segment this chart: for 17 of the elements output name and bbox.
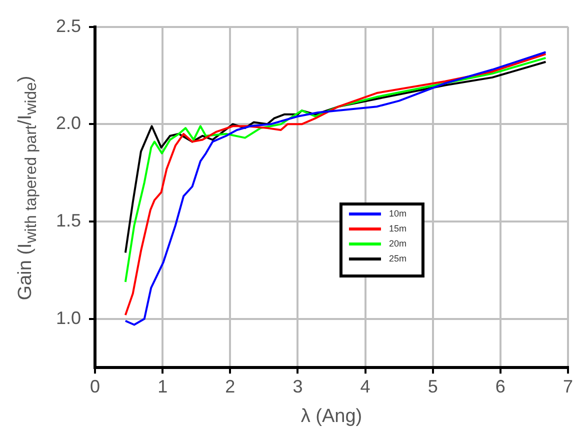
x-tick-label: 5 [428,376,438,396]
x-tick-label: 1 [158,376,168,396]
y-tick-label: 1.0 [56,308,82,328]
x-tick-label: 7 [562,376,574,396]
legend-label: 15m [388,224,406,234]
x-tick-label: 0 [90,376,100,396]
x-tick-label: 6 [495,376,506,396]
legend-label: 25m [388,254,406,264]
y-tick-label: 2.0 [56,113,82,134]
x-tick-label: 4 [360,376,370,396]
legend-label: 10m [388,208,406,218]
y-tick-label: 1.5 [56,210,82,231]
x-axis-title: λ (Ang) [300,406,362,427]
y-tick-label: 2.5 [56,16,82,36]
x-tick-label: 3 [292,376,303,396]
legend-label: 20m [388,238,406,248]
x-tick-label: 2 [225,376,236,396]
